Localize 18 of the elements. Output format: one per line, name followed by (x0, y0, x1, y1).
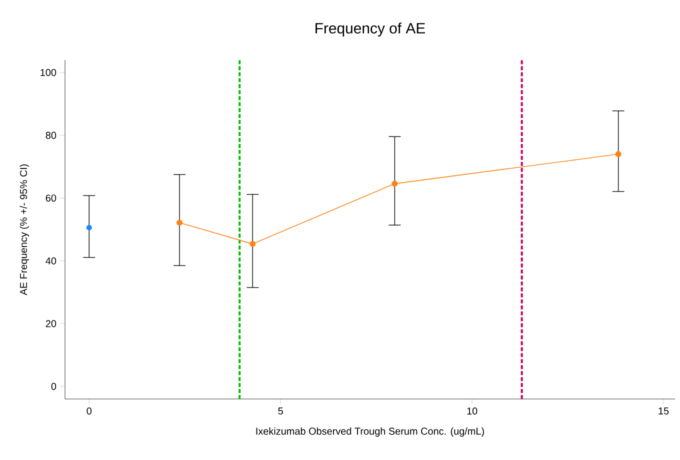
point (392, 180, 398, 187)
y-tick-label: 80 (46, 132, 56, 139)
x-axis-title: Ixekizumab Observed Trough Serum Conc. (ug/mL) (256, 427, 484, 437)
x-tick-label: 15 (658, 408, 669, 414)
point (86, 224, 92, 230)
chart-title: Frequency of AE (316, 22, 425, 36)
y-tick-label: 60 (46, 194, 56, 202)
y-tick-label: 0 (51, 382, 56, 390)
y-tick-label: 20 (46, 320, 56, 328)
x-tick-label: 5 (278, 408, 283, 414)
point (176, 220, 182, 226)
x-tick-label: 10 (467, 408, 478, 415)
y-axis-title: AE Frequency (% +/- 95% CI) (20, 164, 30, 296)
x-tick-label: 0 (86, 408, 92, 415)
point (250, 240, 256, 247)
y-tick-label: 100 (40, 69, 56, 76)
point (615, 151, 622, 158)
y-tick-label: 40 (46, 257, 56, 264)
